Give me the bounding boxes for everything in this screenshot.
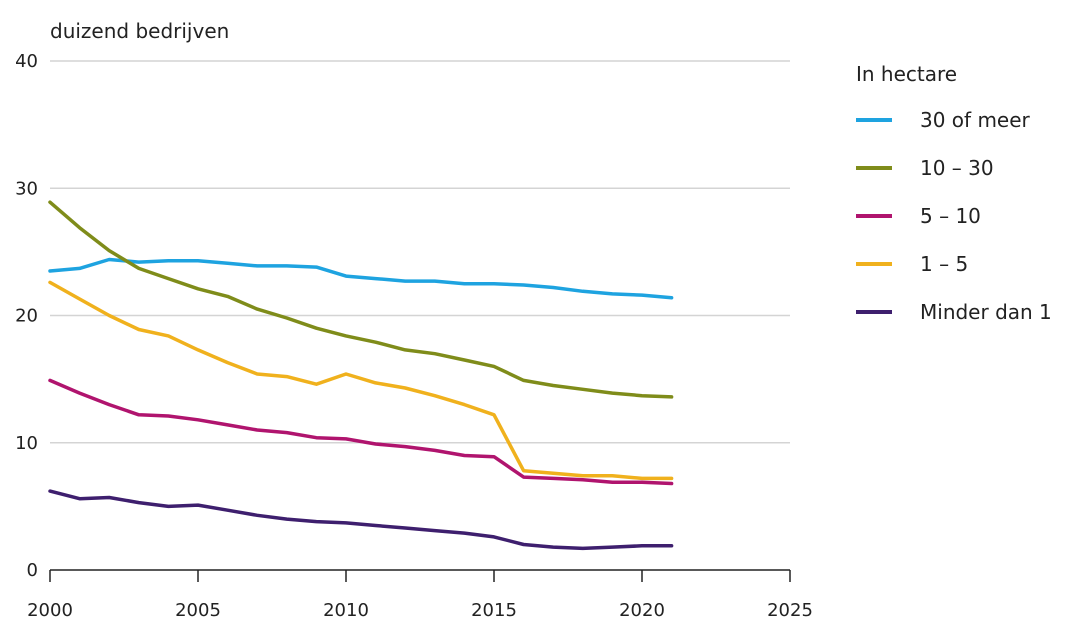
legend-swatch: [856, 214, 892, 218]
x-tick-label: 2010: [323, 600, 369, 621]
y-tick-label: 20: [15, 306, 38, 327]
series-line-10-30: [48, 200, 674, 399]
legend-label: 10 – 30: [920, 156, 994, 180]
y-tick-labels: 0 10 20 30 40: [15, 51, 38, 581]
series-lines: [48, 200, 674, 551]
legend-swatch: [856, 166, 892, 170]
legend-item-1-5: 1 – 5: [856, 252, 1052, 276]
series-line-5-10: [48, 378, 674, 486]
legend-label: 5 – 10: [920, 204, 981, 228]
series-line-1-5: [48, 280, 674, 481]
x-tick-label: 2015: [471, 600, 517, 621]
x-tick-label: 2025: [767, 600, 813, 621]
legend-title: In hectare: [856, 62, 958, 86]
series-line-minder-dan-1: [48, 489, 674, 551]
x-tick-labels: 2000 2005 2010 2015 2020 2025: [27, 600, 813, 621]
series-line-30-of-meer: [48, 257, 674, 300]
y-axis-label: duizend bedrijven: [50, 19, 229, 43]
y-tick-label: 10: [15, 433, 38, 454]
legend-item-10-30: 10 – 30: [856, 156, 1052, 180]
x-tick-label: 2005: [175, 600, 221, 621]
legend-items: 30 of meer 10 – 30 5 – 10 1 – 5 Minder dan 1: [856, 108, 1052, 324]
legend-item-30-of-meer: 30 of meer: [856, 108, 1052, 132]
grid-lines: [50, 60, 790, 444]
legend-swatch: [856, 262, 892, 266]
legend-item-5-10: 5 – 10: [856, 204, 1052, 228]
x-tick-label: 2000: [27, 600, 73, 621]
y-tick-label: 30: [15, 178, 38, 199]
legend-swatch: [856, 310, 892, 314]
axes: [49, 569, 791, 582]
x-tick-label: 2020: [619, 600, 665, 621]
legend-item-minder-dan-1: Minder dan 1: [856, 300, 1052, 324]
legend-swatch: [856, 118, 892, 122]
legend: In hectare 30 of meer 10 – 30 5 – 10 1 – 5 M…: [856, 62, 1052, 348]
y-tick-label: 40: [15, 51, 38, 72]
legend-label: 30 of meer: [920, 108, 1030, 132]
legend-label: 1 – 5: [920, 252, 969, 276]
legend-label: Minder dan 1: [920, 300, 1052, 324]
y-tick-label: 0: [27, 560, 38, 581]
